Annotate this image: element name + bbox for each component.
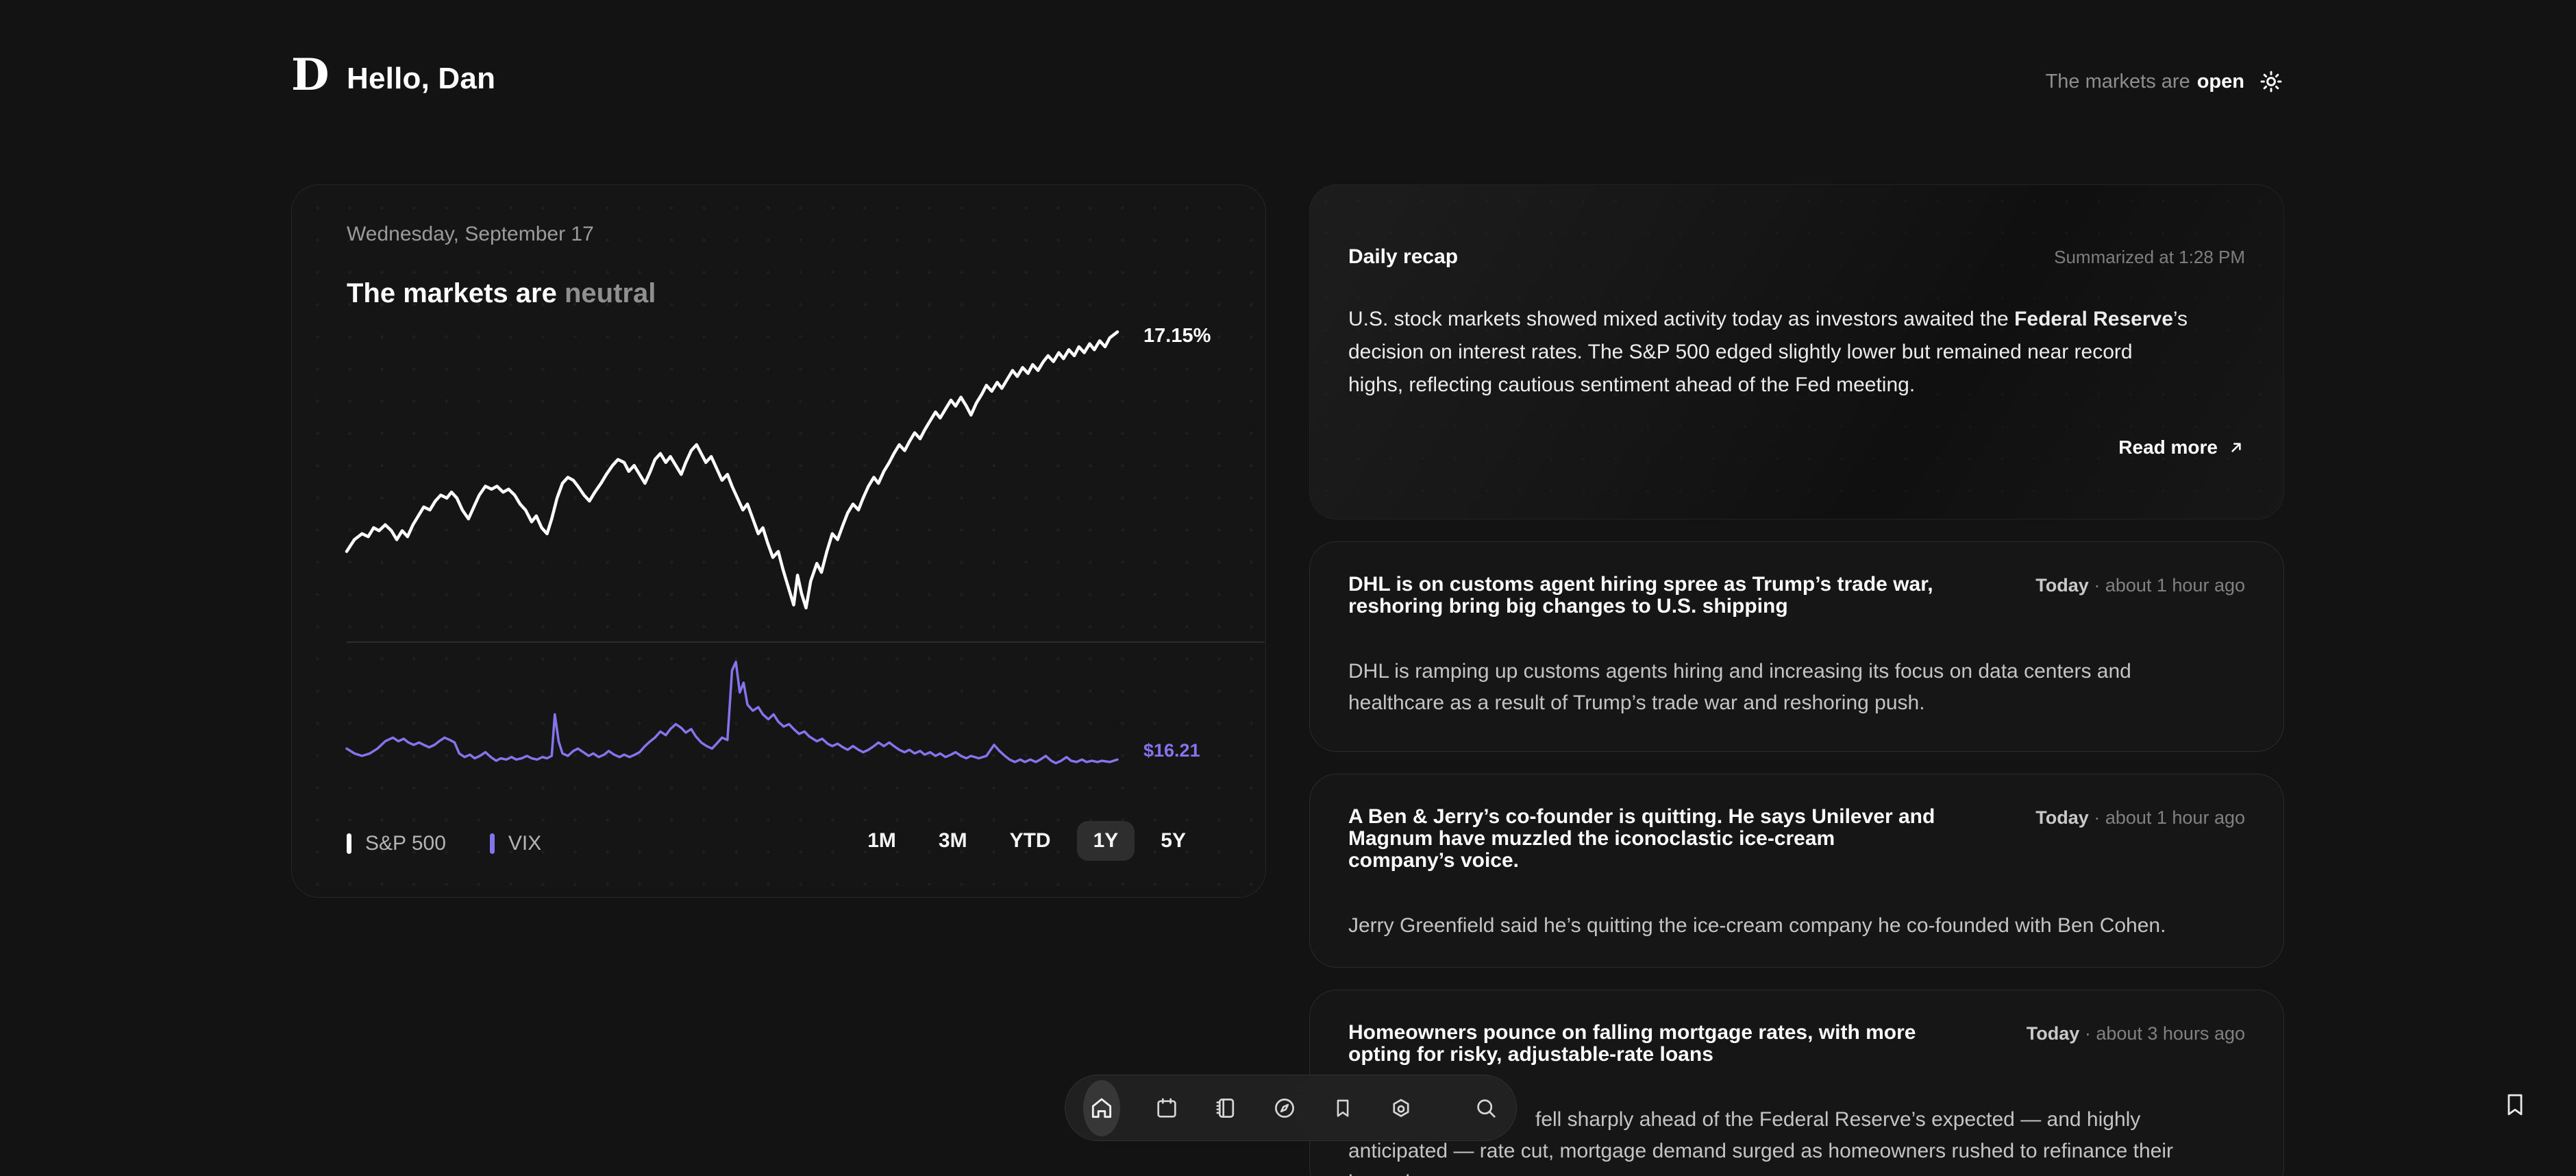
news-body: fell sharply ahead of the Federal Reserv… xyxy=(1348,1108,2174,1176)
news-meta-day: Today xyxy=(2035,575,2089,596)
news-card-dhl[interactable]: DHL is on customs agent hiring spree as … xyxy=(1309,541,2284,752)
range-selector: 1M 3M YTD 1Y 5Y xyxy=(851,821,1202,861)
corner-bookmark-button[interactable] xyxy=(2506,1094,2524,1116)
news-card-ben-jerrys[interactable]: A Ben & Jerry’s co-founder is quitting. … xyxy=(1309,774,2284,968)
market-status-prefix: The markets are xyxy=(2045,70,2190,93)
market-overview-card: Wednesday, September 17 The markets are … xyxy=(291,184,1266,898)
recap-body-text-2: ’s decision on interest rates. The S&P 5… xyxy=(1348,308,2188,396)
bookmark-icon xyxy=(2506,1094,2524,1116)
vix-price-label: $16.21 xyxy=(1143,740,1200,761)
settings-icon xyxy=(1389,1096,1413,1120)
arrow-up-right-icon xyxy=(2227,439,2245,456)
news-meta-separator: · xyxy=(2079,1023,2096,1044)
daily-recap-body: U.S. stock markets showed mixed activity… xyxy=(1348,303,2249,402)
range-1y-button[interactable]: 1Y xyxy=(1076,821,1135,861)
news-meta: Today · about 1 hour ago xyxy=(2035,575,2245,596)
calendar-icon xyxy=(1154,1096,1179,1120)
news-meta: Today · about 3 hours ago xyxy=(2027,1023,2245,1044)
dock-calendar-button[interactable] xyxy=(1154,1094,1179,1122)
news-meta-day: Today xyxy=(2026,1023,2080,1044)
sp500-chart xyxy=(345,330,1119,610)
news-meta-separator: · xyxy=(2088,575,2105,596)
search-icon xyxy=(1474,1096,1498,1120)
news-meta-time: about 1 hour ago xyxy=(2105,575,2245,596)
date-label: Wednesday, September 17 xyxy=(347,223,594,245)
navigation-dock xyxy=(1065,1075,1517,1141)
range-5y-button[interactable]: 5Y xyxy=(1161,829,1186,852)
vix-legend-label: VIX xyxy=(508,832,542,855)
chart-legend: S&P 500 VIX xyxy=(347,832,541,855)
legend-item-vix[interactable]: VIX xyxy=(489,832,542,855)
news-meta: Today · about 1 hour ago xyxy=(2035,807,2245,829)
dock-home-button[interactable] xyxy=(1083,1079,1120,1136)
daily-recap-timestamp: Summarized at 1:28 PM xyxy=(2054,246,2245,267)
market-headline-prefix: The markets are xyxy=(347,278,565,308)
daily-recap-card: Daily recap Summarized at 1:28 PM U.S. s… xyxy=(1309,184,2284,519)
daily-recap-header: Daily recap Summarized at 1:28 PM xyxy=(1348,245,2245,269)
bookmark-icon xyxy=(1331,1097,1354,1120)
read-more-label: Read more xyxy=(2118,437,2218,458)
dock-compass-button[interactable] xyxy=(1272,1094,1297,1122)
recap-body-bold: Federal Reserve xyxy=(2014,308,2173,330)
vix-chart xyxy=(345,661,1119,765)
journal-icon xyxy=(1213,1096,1238,1120)
news-body: Jerry Greenfield said he’s quitting the … xyxy=(1348,914,2166,937)
market-status: The markets are open xyxy=(2046,69,2284,95)
sun-icon xyxy=(2258,69,2284,95)
news-column: Daily recap Summarized at 1:28 PM U.S. s… xyxy=(1309,184,2284,1176)
sp500-legend-swatch xyxy=(347,833,351,854)
page-title: Hello, Dan xyxy=(347,62,496,95)
dock-bookmarks-button[interactable] xyxy=(1331,1094,1354,1122)
recap-body-text: U.S. stock markets showed mixed activity… xyxy=(1348,308,2015,330)
range-1m-button[interactable]: 1M xyxy=(867,829,896,852)
news-title: DHL is on customs agent hiring spree as … xyxy=(1348,573,1933,617)
dock-settings-button[interactable] xyxy=(1389,1094,1413,1122)
news-title: A Ben & Jerry’s co-founder is quitting. … xyxy=(1348,805,1935,872)
home-icon xyxy=(1089,1095,1115,1121)
news-body: DHL is ramping up customs agents hiring … xyxy=(1348,660,2131,714)
vix-legend-swatch xyxy=(489,833,495,854)
news-meta-time: about 3 hours ago xyxy=(2096,1023,2245,1044)
market-headline-status: neutral xyxy=(564,278,656,308)
range-3m-button[interactable]: 3M xyxy=(938,829,967,852)
news-meta-time: about 1 hour ago xyxy=(2105,807,2245,828)
news-title: Homeowners pounce on falling mortgage ra… xyxy=(1348,1021,1916,1066)
news-meta-separator: · xyxy=(2088,807,2105,828)
market-status-value: open xyxy=(2196,70,2244,93)
read-more-link[interactable]: Read more xyxy=(2118,437,2245,458)
range-ytd-button[interactable]: YTD xyxy=(1009,829,1051,852)
daily-recap-title: Daily recap xyxy=(1348,245,1459,268)
sp500-change-label: 17.15% xyxy=(1143,325,1211,347)
news-meta-day: Today xyxy=(2035,807,2089,828)
sp500-legend-label: S&P 500 xyxy=(365,832,446,855)
dock-journal-button[interactable] xyxy=(1213,1094,1238,1122)
market-headline: The markets are neutral xyxy=(347,278,656,309)
legend-item-sp500[interactable]: S&P 500 xyxy=(347,832,446,855)
compass-icon xyxy=(1272,1096,1297,1120)
app-logo: D xyxy=(291,49,330,101)
chart-divider xyxy=(347,641,1265,643)
dock-search-button[interactable] xyxy=(1474,1094,1498,1122)
